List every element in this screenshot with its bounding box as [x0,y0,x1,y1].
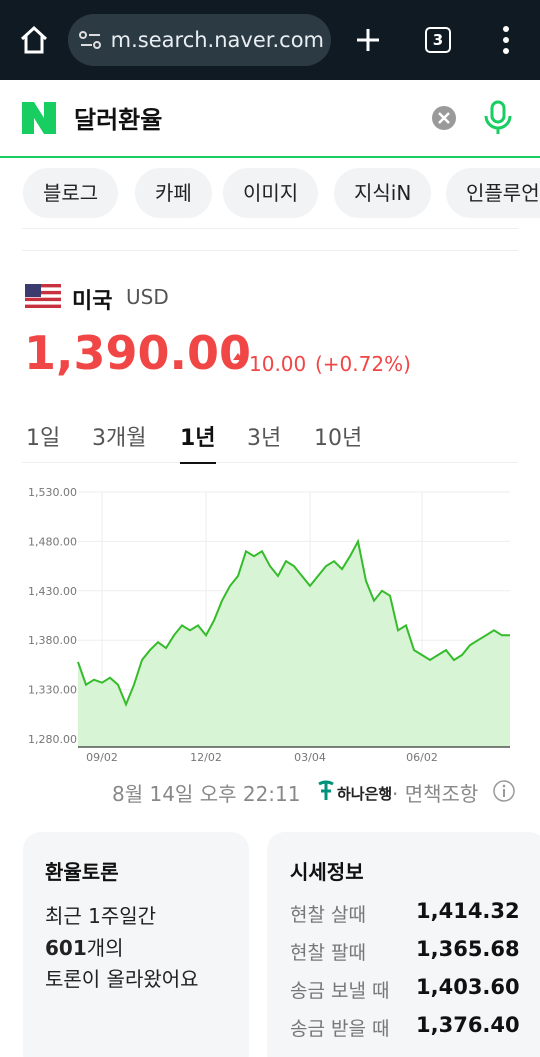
currency-code: USD [126,285,169,309]
market-value: 1,376.40 [416,1013,520,1037]
discussion-title: 환율토론 [45,860,119,884]
search-query[interactable]: 달러환율 [74,106,163,134]
y-tick-label: 1,280.00 [28,733,77,746]
naver-logo[interactable] [22,102,56,134]
y-tick-label: 1,480.00 [28,535,77,548]
search-tab[interactable]: 이미지 [223,168,319,218]
market-value: 1,414.32 [416,899,520,923]
x-tick-label: 09/02 [86,751,118,764]
disclaimer[interactable]: · 면책조항 [392,782,479,806]
bank-name: 하나은행 [337,785,393,803]
discussion-text: 개의 [86,936,124,960]
search-tab[interactable]: 지식iN [334,168,432,218]
home-button[interactable] [18,24,50,56]
period-tab[interactable]: 1일 [26,426,61,451]
change-percent: (+0.72%) [315,352,411,376]
us-flag [25,284,61,308]
x-tick-label: 06/02 [406,751,438,764]
voice-search[interactable] [482,100,514,136]
x-tick-label: 03/04 [294,751,326,764]
search-bar [0,80,540,158]
divider [22,462,518,463]
timestamp: 8월 14일 오후 22:11 [112,782,301,806]
country: 미국 [72,289,113,314]
chart: 1,280.00 1,330.00 1,380.00 1,430.00 1,480.00… [28,486,510,764]
market-value: 1,403.60 [416,975,520,999]
market-label: 송금 보낼 때 [290,980,390,1002]
y-tick-label: 1,380.00 [28,634,77,647]
market-label: 현찰 팔때 [290,942,366,964]
clear-button[interactable] [431,105,457,131]
line [77,538,510,708]
up-arrow [233,353,243,360]
period-tab[interactable]: 10년 [314,426,363,451]
period-tab[interactable]: 1년 [180,420,216,464]
search-tab[interactable]: 인플루언서 [446,168,540,218]
y-tick-label: 1,430.00 [28,585,77,598]
market-title: 시세정보 [290,860,364,884]
period-tab[interactable]: 3년 [247,426,282,451]
discussion-card[interactable] [23,832,249,1057]
info-icon[interactable] [492,779,516,803]
market-label: 현찰 살때 [290,904,366,926]
tab-count[interactable]: 3 [425,27,451,53]
period-tab[interactable]: 3개월 [92,426,147,451]
y-tick-label: 1,330.00 [28,684,77,697]
discussion-text: 토론이 올라왔어요 [45,967,199,991]
site-info-icon[interactable] [78,28,104,52]
url-bar[interactable] [68,14,331,66]
url-text: m.search.naver.com [112,28,324,52]
discussion-count-line: 601개의 [45,932,124,961]
y-tick-label: 1,530.00 [28,486,77,499]
market-label: 송금 받을 때 [290,1018,390,1040]
divider [22,228,518,229]
x-tick-label: 12/02 [190,751,222,764]
area [78,541,510,747]
search-tab[interactable]: 카페 [135,168,212,218]
market-card[interactable] [267,832,540,1057]
discussion-text: 최근 1주일간 [45,904,157,928]
change: 10.00 [249,352,307,376]
divider [22,250,518,251]
new-tab-button[interactable] [354,26,382,54]
market-value: 1,365.68 [416,937,520,961]
bank-logo [318,780,334,800]
search-tab[interactable]: 블로그 [23,168,119,218]
exchange-rate: 1,390.00 [24,326,251,380]
discussion-count: 601 [45,936,87,960]
menu-button[interactable] [496,24,516,56]
